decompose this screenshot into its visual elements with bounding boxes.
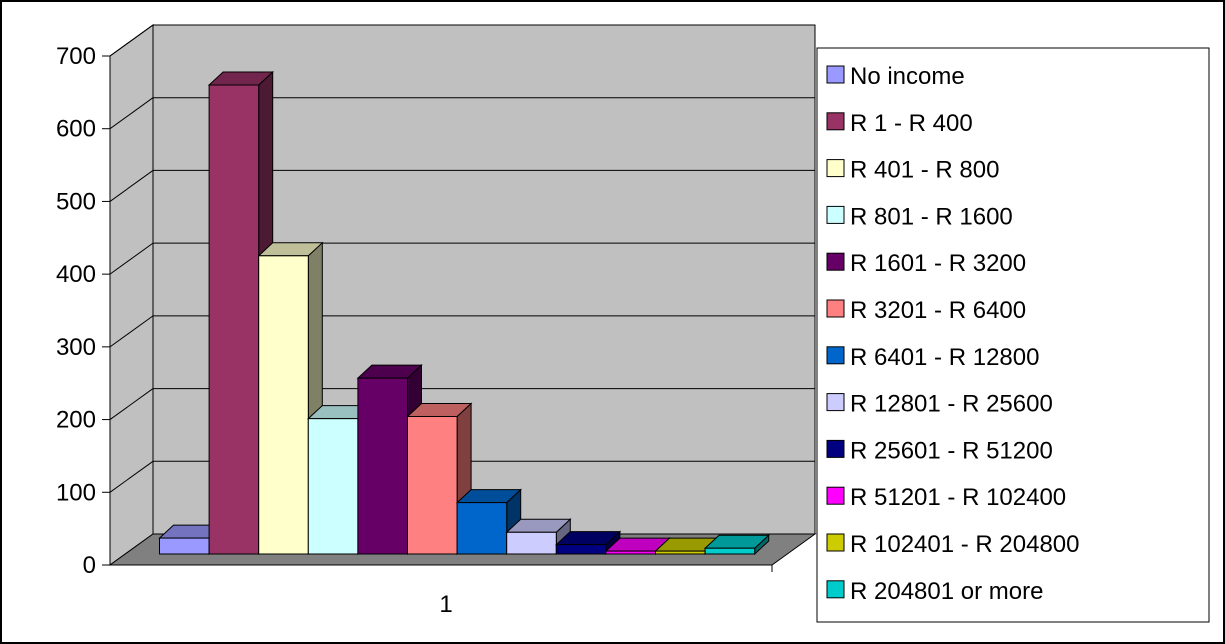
legend-swatch	[826, 439, 845, 458]
legend-swatch	[826, 486, 845, 505]
bar-front	[555, 544, 607, 555]
side-wall	[109, 24, 154, 566]
bar-front	[357, 377, 408, 555]
bar-front	[258, 255, 309, 555]
legend-label: R 25601 - R 51200	[850, 437, 1053, 464]
y-tick-label: 600	[56, 116, 96, 143]
bar-front	[307, 418, 359, 555]
bar-front	[407, 415, 458, 555]
gridline-side	[109, 460, 154, 493]
bar-front	[704, 547, 756, 555]
y-tick-label: 700	[56, 43, 96, 70]
legend-swatch	[826, 112, 845, 131]
legend-swatch	[826, 346, 845, 365]
gridline-side	[109, 315, 154, 348]
bar-7	[455, 488, 522, 556]
y-tick-label: 300	[56, 334, 96, 361]
y-tick-label: 500	[56, 188, 96, 215]
legend-label: R 401 - R 800	[850, 157, 999, 184]
gridline-side	[109, 242, 154, 275]
legend-label: R 102401 - R 204800	[850, 531, 1080, 558]
axes: 0 100 200 300 400 500 600 700 1	[56, 43, 773, 618]
y-tick-label: 200	[56, 407, 96, 434]
bar-front	[506, 531, 557, 555]
y-tick-label: 0	[83, 552, 96, 579]
bar-2	[207, 70, 274, 556]
legend-label: R 204801 or more	[850, 578, 1043, 605]
gridline-side	[109, 170, 154, 202]
legend-swatch	[826, 205, 845, 224]
legend-swatch	[826, 159, 845, 178]
bar-12	[703, 534, 770, 556]
legend-box	[816, 47, 1210, 623]
legend-label: R 1 - R 400	[850, 110, 973, 137]
legend-swatch	[826, 533, 845, 552]
legend-label: R 51201 - R 102400	[850, 484, 1066, 511]
legend-label: R 12801 - R 25600	[850, 391, 1053, 418]
bar-front	[605, 550, 657, 555]
gridline-side	[109, 388, 154, 420]
gridline-side	[109, 24, 154, 57]
bar-front	[208, 84, 260, 555]
legend-label: R 3201 - R 6400	[850, 297, 1026, 324]
legend-swatch	[826, 580, 845, 599]
legend-swatch	[826, 65, 845, 84]
legend-swatch	[826, 299, 845, 318]
legend-swatch	[826, 252, 845, 271]
bars	[158, 70, 770, 556]
legend-label: No income	[850, 63, 965, 90]
y-tick-label: 400	[56, 261, 96, 288]
bar-front	[456, 502, 508, 555]
bar-front	[159, 537, 210, 555]
legend: No income R 1 - R 400 R 401 - R 800 R 801 -…	[816, 47, 1210, 623]
x-tick-label: 1	[439, 591, 452, 618]
y-tick-label: 100	[56, 479, 96, 506]
bar-6	[406, 402, 473, 556]
bar-front	[655, 550, 706, 555]
legend-label: R 1601 - R 3200	[850, 250, 1026, 277]
legend-swatch	[826, 393, 845, 412]
legend-label: R 6401 - R 12800	[850, 344, 1039, 371]
legend-label: R 801 - R 1600	[850, 203, 1013, 230]
gridline-side	[109, 97, 154, 130]
